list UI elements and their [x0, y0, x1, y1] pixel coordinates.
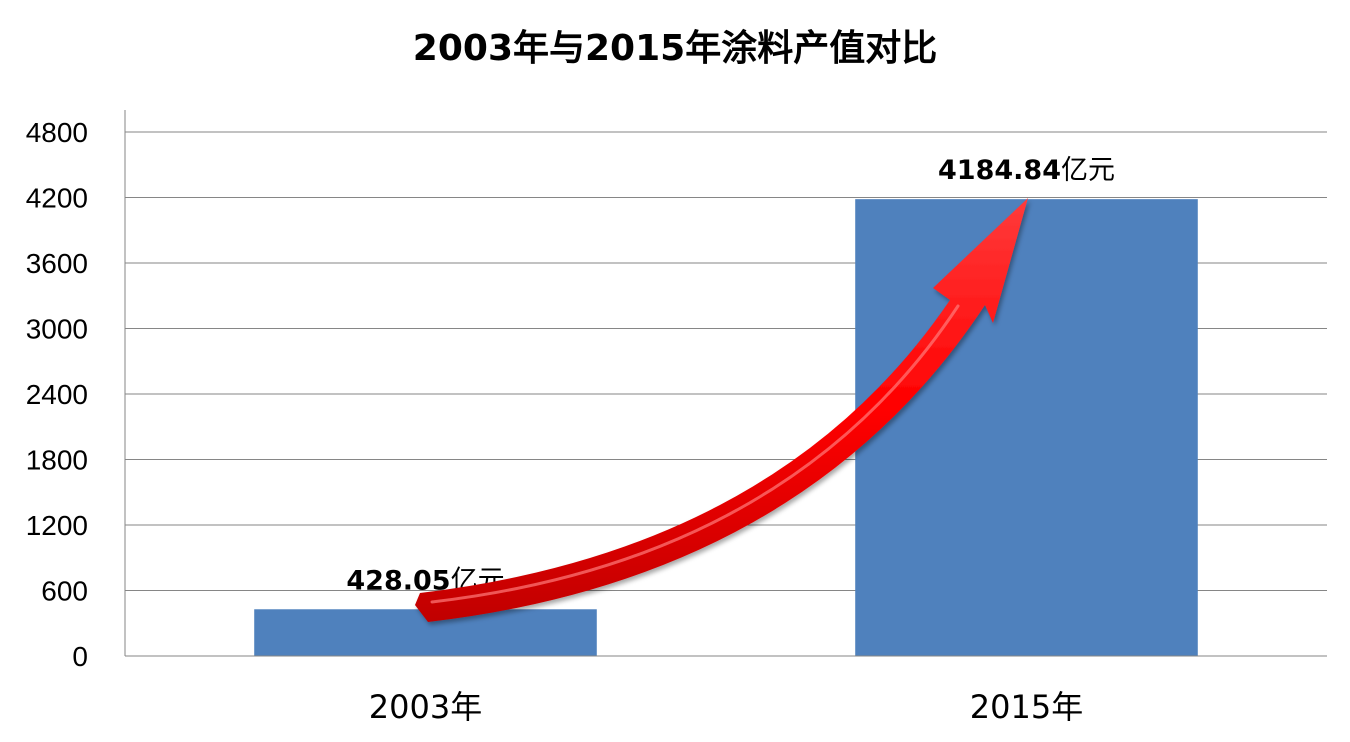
y-tick-label: 4800	[26, 117, 88, 148]
x-tick-label: 2003年	[369, 688, 482, 726]
chart-title: 2003年与2015年涂料产值对比	[413, 28, 937, 69]
y-tick-label: 4200	[26, 183, 88, 214]
y-tick-label: 600	[41, 576, 88, 607]
y-tick-label: 3600	[26, 248, 88, 279]
y-tick-label: 0	[72, 641, 88, 672]
data-label: 4184.84亿元	[938, 155, 1115, 186]
bar	[855, 199, 1198, 656]
growth-arrow-icon	[415, 198, 1028, 622]
y-tick-label: 1800	[26, 445, 88, 476]
y-tick-label: 2400	[26, 379, 88, 410]
y-tick-label: 3000	[26, 314, 88, 345]
y-axis-ticks: 0 600 1200 1800 2400 3000 3600 4200 4800	[26, 117, 88, 672]
gridlines	[125, 131, 1327, 591]
data-label-value: 4184.84	[938, 155, 1061, 186]
axes	[124, 110, 1327, 657]
x-tick-label: 2015年	[970, 688, 1083, 726]
bars	[254, 199, 1198, 656]
x-axis-ticks: 2003年 2015年	[369, 688, 1083, 726]
data-label-unit: 亿元	[1061, 155, 1115, 186]
growth-arrow-shaft	[415, 198, 1028, 622]
y-tick-label: 1200	[26, 510, 88, 541]
data-label-value: 428.05	[346, 565, 450, 596]
growth-arrow-highlight	[430, 304, 960, 604]
